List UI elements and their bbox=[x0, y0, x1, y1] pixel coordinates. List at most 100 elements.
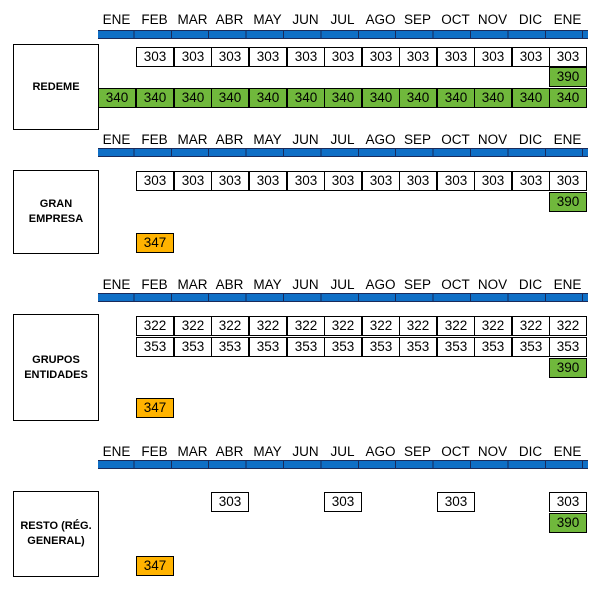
month-header: ENE bbox=[553, 444, 582, 459]
value-cell: 322 bbox=[362, 316, 400, 336]
timeline-bar bbox=[98, 148, 588, 157]
value-cell: 303 bbox=[362, 47, 400, 67]
value-cell: 353 bbox=[512, 337, 550, 357]
month-header: FEB bbox=[141, 444, 168, 459]
value-cell: 340 bbox=[98, 88, 136, 108]
month-header: OCT bbox=[441, 132, 470, 147]
value-cell: 322 bbox=[249, 316, 287, 336]
month-header: JUL bbox=[330, 277, 355, 292]
month-header: AGO bbox=[365, 444, 396, 459]
month-header: ENE bbox=[102, 277, 131, 292]
month-header: FEB bbox=[141, 277, 168, 292]
value-cell: 303 bbox=[174, 171, 212, 191]
value-cell: 353 bbox=[549, 337, 587, 357]
value-cell: 303 bbox=[136, 47, 174, 67]
month-header: JUN bbox=[292, 132, 319, 147]
month-header: ENE bbox=[102, 132, 131, 147]
value-cell: 340 bbox=[399, 88, 437, 108]
value-cell: 340 bbox=[362, 88, 400, 108]
value-cell: 322 bbox=[136, 316, 174, 336]
value-cell: 322 bbox=[211, 316, 249, 336]
month-header: ABR bbox=[215, 444, 244, 459]
value-cell: 347 bbox=[136, 233, 174, 253]
section-label: GRAN EMPRESA bbox=[13, 170, 99, 254]
value-cell: 353 bbox=[399, 337, 437, 357]
value-cell: 353 bbox=[474, 337, 512, 357]
value-cell: 303 bbox=[437, 171, 475, 191]
month-header: MAY bbox=[253, 132, 282, 147]
value-cell: 322 bbox=[287, 316, 325, 336]
month-header: JUN bbox=[292, 277, 319, 292]
month-header: AGO bbox=[365, 132, 396, 147]
value-cell: 390 bbox=[549, 358, 587, 378]
value-cell: 340 bbox=[512, 88, 550, 108]
value-cell: 390 bbox=[549, 513, 587, 533]
value-cell: 353 bbox=[437, 337, 475, 357]
value-cell: 303 bbox=[287, 47, 325, 67]
value-cell: 303 bbox=[362, 171, 400, 191]
month-header: MAR bbox=[177, 444, 208, 459]
timeline-bar bbox=[98, 30, 588, 39]
month-header: DIC bbox=[518, 444, 543, 459]
value-cell: 353 bbox=[211, 337, 249, 357]
month-header: DIC bbox=[518, 132, 543, 147]
month-header: DIC bbox=[518, 12, 543, 27]
timeline-bar bbox=[98, 460, 588, 469]
value-cell: 303 bbox=[549, 47, 587, 67]
month-header: SEP bbox=[403, 132, 431, 147]
month-header: ENE bbox=[553, 12, 582, 27]
value-cell: 303 bbox=[437, 47, 475, 67]
value-cell: 303 bbox=[512, 47, 550, 67]
value-cell: 303 bbox=[249, 47, 287, 67]
value-cell: 347 bbox=[136, 398, 174, 418]
month-header: JUN bbox=[292, 12, 319, 27]
value-cell: 303 bbox=[324, 171, 362, 191]
value-cell: 303 bbox=[399, 171, 437, 191]
value-cell: 340 bbox=[474, 88, 512, 108]
month-header: NOV bbox=[477, 12, 508, 27]
value-cell: 303 bbox=[474, 47, 512, 67]
month-header: NOV bbox=[477, 444, 508, 459]
value-cell: 340 bbox=[324, 88, 362, 108]
month-header: NOV bbox=[477, 277, 508, 292]
value-cell: 353 bbox=[249, 337, 287, 357]
month-header: ENE bbox=[553, 132, 582, 147]
month-header: MAR bbox=[177, 12, 208, 27]
section-label: REDEME bbox=[13, 44, 99, 130]
month-header: DIC bbox=[518, 277, 543, 292]
month-header: MAY bbox=[253, 277, 282, 292]
value-cell: 303 bbox=[136, 171, 174, 191]
value-cell: 303 bbox=[174, 47, 212, 67]
value-cell: 347 bbox=[136, 556, 174, 576]
value-cell: 340 bbox=[437, 88, 475, 108]
value-cell: 390 bbox=[549, 192, 587, 212]
value-cell: 303 bbox=[324, 492, 362, 512]
month-header: OCT bbox=[441, 444, 470, 459]
value-cell: 322 bbox=[474, 316, 512, 336]
value-cell: 353 bbox=[174, 337, 212, 357]
month-header: AGO bbox=[365, 277, 396, 292]
value-cell: 303 bbox=[211, 492, 249, 512]
month-header: ABR bbox=[215, 12, 244, 27]
value-cell: 340 bbox=[136, 88, 174, 108]
value-cell: 303 bbox=[324, 47, 362, 67]
month-header: SEP bbox=[403, 277, 431, 292]
value-cell: 353 bbox=[136, 337, 174, 357]
value-cell: 303 bbox=[287, 171, 325, 191]
value-cell: 322 bbox=[549, 316, 587, 336]
value-cell: 303 bbox=[437, 492, 475, 512]
value-cell: 322 bbox=[437, 316, 475, 336]
month-header: FEB bbox=[141, 12, 168, 27]
month-header: SEP bbox=[403, 444, 431, 459]
value-cell: 340 bbox=[211, 88, 249, 108]
month-header: ABR bbox=[215, 132, 244, 147]
value-cell: 390 bbox=[549, 67, 587, 87]
value-cell: 322 bbox=[512, 316, 550, 336]
month-header: SEP bbox=[403, 12, 431, 27]
value-cell: 353 bbox=[362, 337, 400, 357]
month-header: MAY bbox=[253, 12, 282, 27]
value-cell: 353 bbox=[324, 337, 362, 357]
month-header: MAY bbox=[253, 444, 282, 459]
value-cell: 340 bbox=[249, 88, 287, 108]
month-header: JUL bbox=[330, 444, 355, 459]
